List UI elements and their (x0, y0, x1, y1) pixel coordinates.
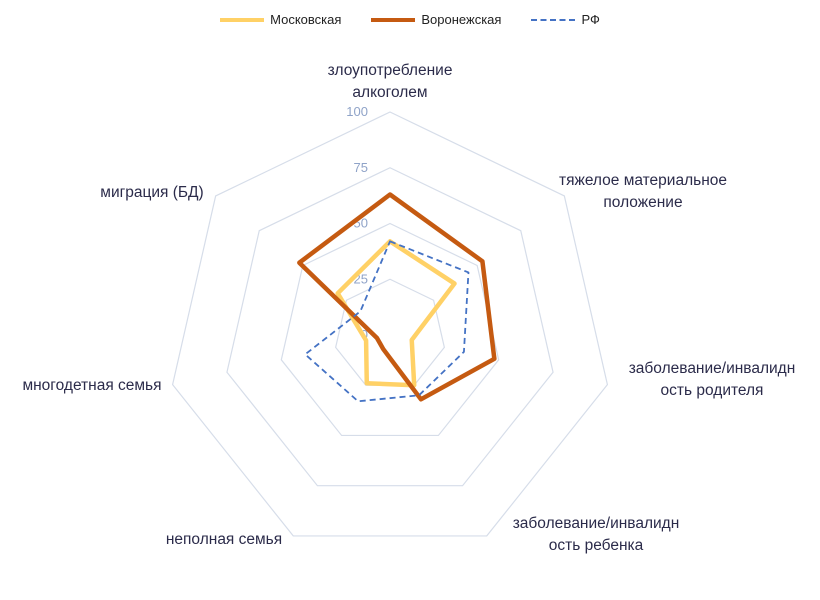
axis-label-2-line-1: ость родителя (661, 382, 764, 399)
legend-item-rf: РФ (531, 12, 600, 27)
legend-swatch-moscow (220, 17, 265, 22)
legend-swatch-voronezh (371, 17, 416, 22)
axis-label-5-line-0: многодетная семья (22, 377, 161, 394)
legend-label-voronezh: Воронежская (421, 12, 502, 27)
series-0-line (335, 239, 457, 388)
tick-label-75: 75 (354, 160, 368, 175)
legend-swatch-rf (531, 18, 576, 21)
legend-label-moscow: Московская (270, 12, 342, 27)
grid-ring-50 (280, 222, 500, 437)
series-1-line (297, 192, 497, 402)
legend-label-rf: РФ (581, 12, 600, 27)
axis-label-1-line-0: тяжелое материальное (559, 172, 727, 189)
grid-ring-75 (226, 167, 554, 487)
axis-label-1-line-1: положение (603, 194, 682, 211)
axis-label-0: злоупотребление алкоголем (328, 62, 453, 101)
axis-label-1: тяжелое материальное положение (559, 172, 727, 211)
axis-label-4-line-0: неполная семья (166, 531, 282, 548)
axis-label-3-line-1: ость ребенка (549, 537, 644, 554)
legend-item-voronezh: Воронежская (371, 12, 501, 27)
legend-item-moscow: Московская (220, 12, 341, 27)
axis-label-0-line-0: злоупотребление (328, 62, 453, 79)
axis-label-5: многодетная семья (22, 377, 161, 394)
axis-label-6: миграция (БД) (100, 184, 203, 201)
axis-label-2: заболевание/инвалидн ость родителя (629, 360, 796, 399)
axis-label-3-line-0: заболевание/инвалидн (513, 515, 680, 532)
grid-ring-25 (334, 278, 446, 386)
axis-label-6-line-0: миграция (БД) (100, 184, 203, 201)
chart-legend: Московская Воронежская РФ (0, 12, 820, 27)
axis-label-3: заболевание/инвалидн ость ребенка (513, 515, 680, 554)
series-2-line (304, 240, 470, 403)
axis-label-2-line-0: заболевание/инвалидн (629, 360, 796, 377)
axis-label-0-line-1: алкоголем (352, 84, 427, 101)
tick-label-100: 100 (346, 104, 368, 119)
grid-ring-100 (171, 111, 609, 537)
axis-label-4: неполная семья (166, 531, 282, 548)
